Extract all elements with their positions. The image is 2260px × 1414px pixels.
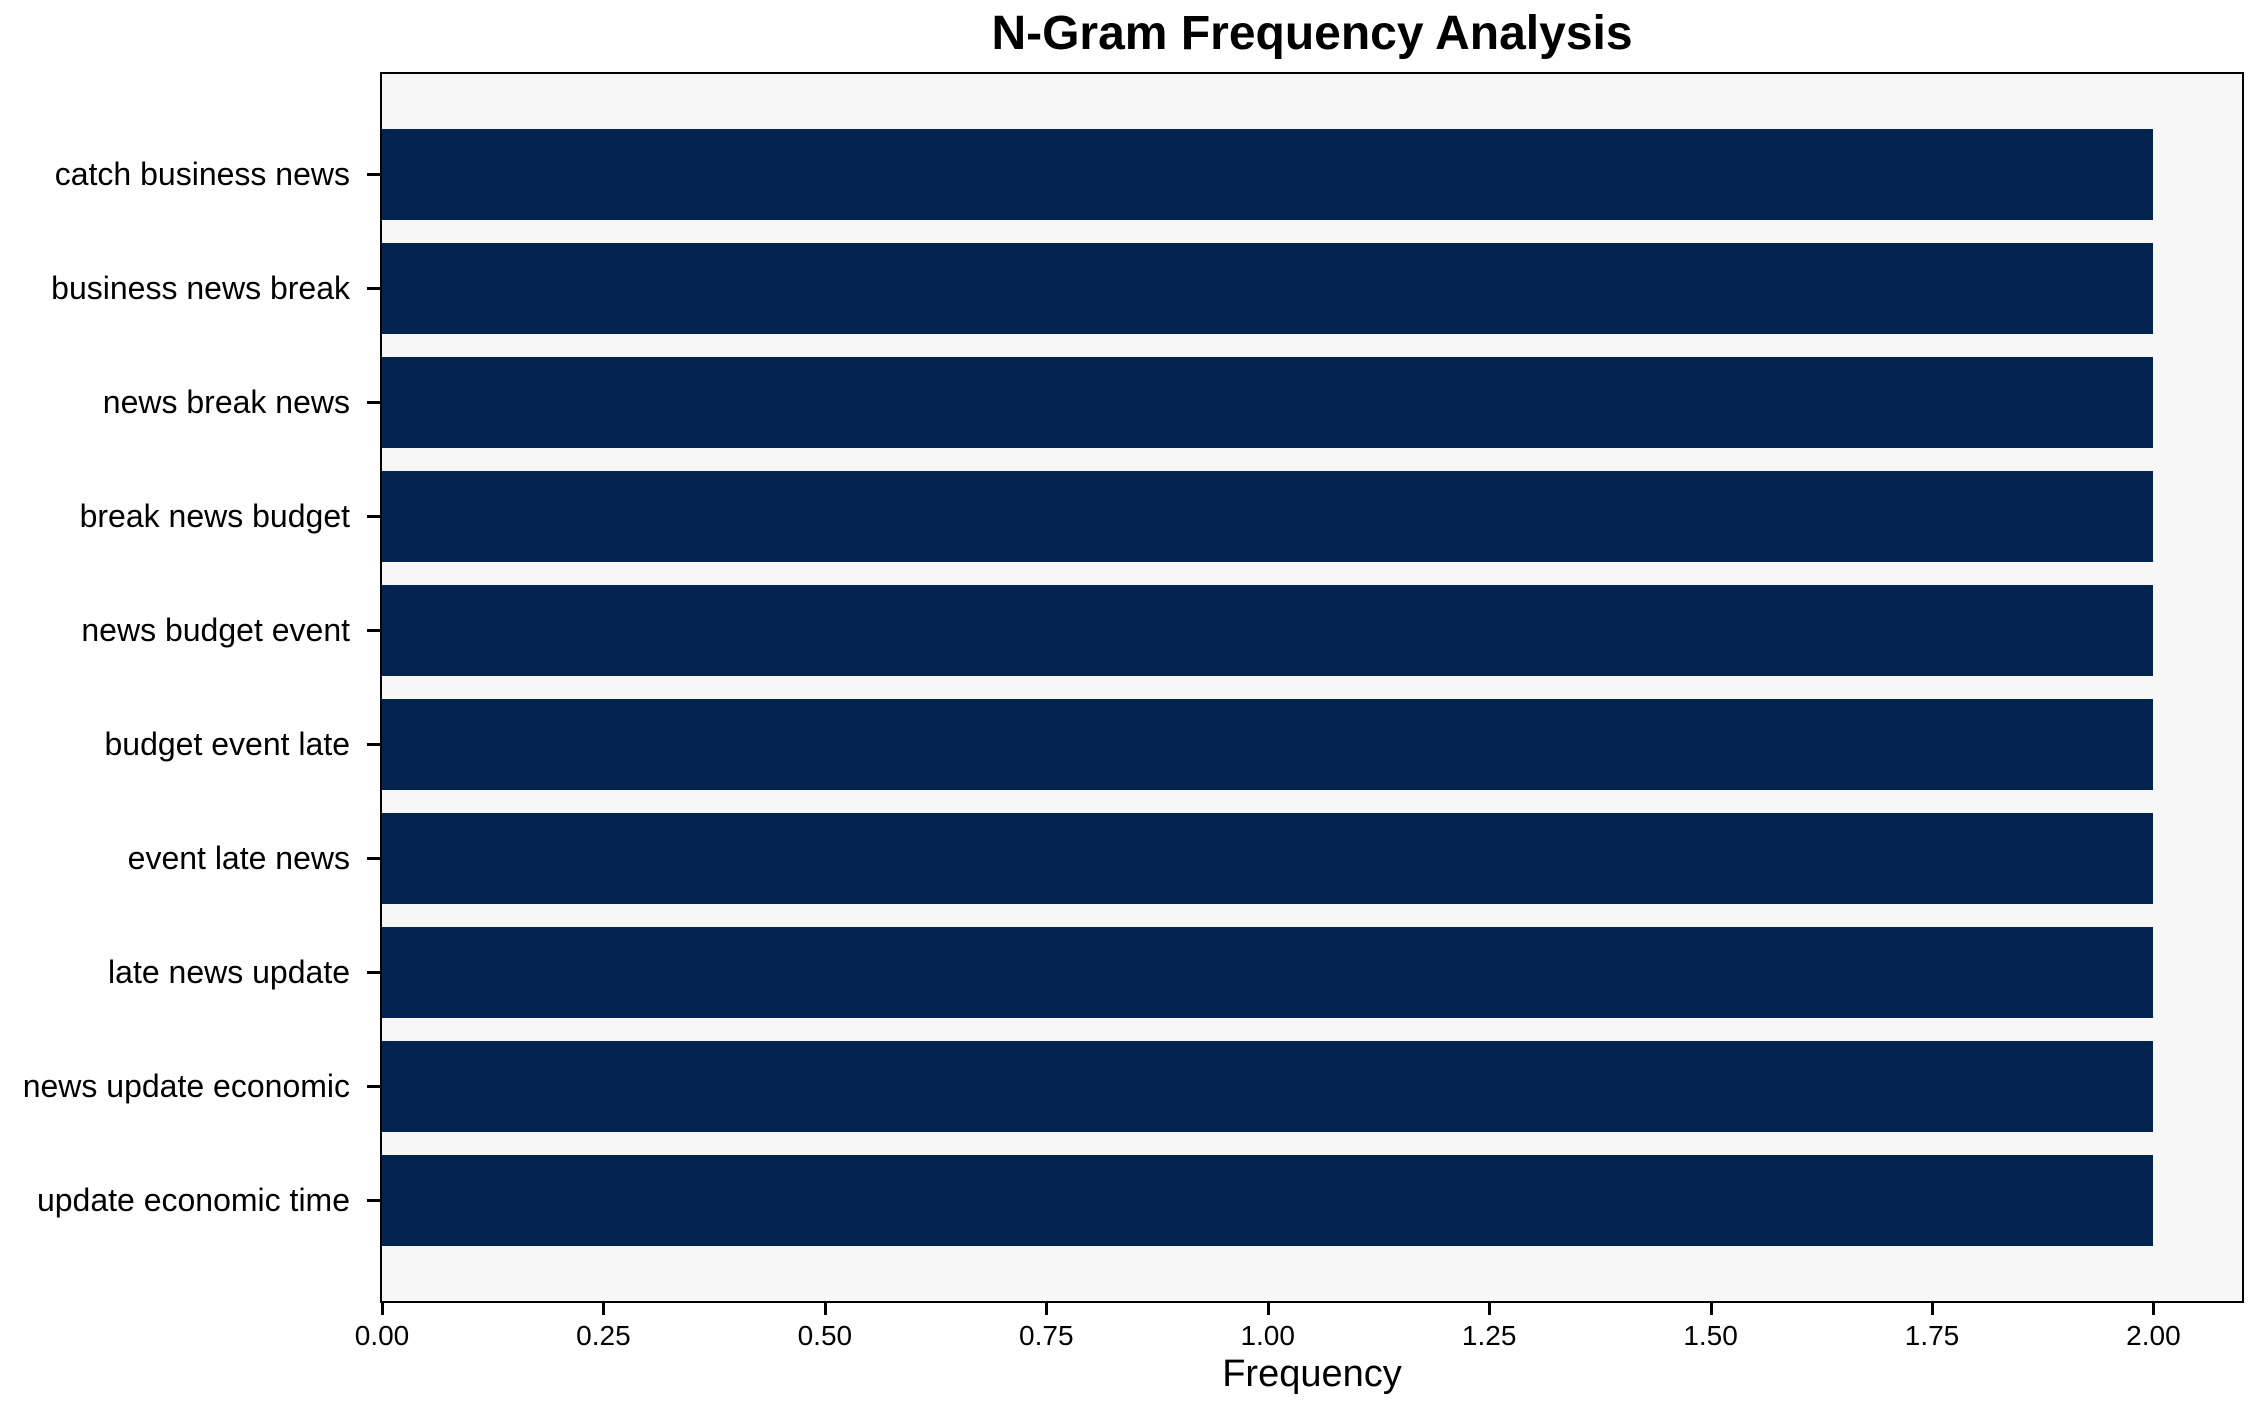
bar-news-budget-event: [382, 585, 2154, 676]
bar-news-update-economic: [382, 1041, 2154, 1132]
y-tick-label: news break news: [102, 384, 350, 420]
x-tick-label: 1.75: [1904, 1320, 1960, 1351]
y-tick-label: event late news: [127, 840, 350, 876]
x-tick-mark: [602, 1303, 606, 1315]
x-tick-label: 1.25: [1461, 1320, 1517, 1351]
y-tick-label: news update economic: [22, 1068, 350, 1104]
y-tick-row: late news update: [0, 927, 380, 1018]
x-tick-label: 0.25: [576, 1320, 631, 1351]
bar-business-news-break: [382, 243, 2154, 334]
x-tick-mark: [1931, 1303, 1934, 1315]
bar-update-economic-time: [382, 1155, 2154, 1246]
y-tick-row: news break news: [0, 357, 380, 448]
y-tick-row: news update economic: [0, 1041, 380, 1132]
x-tick-label: 1.50: [1683, 1320, 1738, 1351]
y-tick-mark: [367, 743, 380, 746]
y-tick-label: break news budget: [79, 498, 350, 534]
y-tick-row: catch business news: [0, 129, 380, 220]
x-tick-mark: [1709, 1303, 1713, 1315]
y-tick-mark: [367, 1085, 380, 1088]
y-tick-label: budget event late: [104, 726, 350, 762]
y-tick-row: break news budget: [0, 471, 380, 562]
y-tick-row: event late news: [0, 813, 380, 904]
y-tick-label: news budget event: [81, 612, 350, 648]
x-tick-label: 0.00: [354, 1320, 410, 1351]
y-tick-row: budget event late: [0, 699, 380, 790]
y-tick-row: update economic time: [0, 1155, 380, 1246]
y-tick-mark: [367, 857, 380, 860]
y-tick-mark: [367, 1199, 380, 1202]
bar-event-late-news: [382, 813, 2154, 904]
x-tick-mark: [381, 1303, 384, 1315]
x-tick-mark: [2152, 1303, 2156, 1315]
y-tick-row: news budget event: [0, 585, 380, 676]
y-axis-tick-labels: catch business news business news break ne…: [0, 72, 380, 1303]
y-tick-mark: [367, 971, 380, 974]
x-tick-label: 0.75: [1019, 1320, 1074, 1351]
y-tick-label: late news update: [108, 954, 350, 990]
y-tick-mark: [367, 401, 380, 404]
bar-catch-business-news: [382, 129, 2154, 220]
bar-budget-event-late: [382, 699, 2154, 790]
bar-news-break-news: [382, 357, 2154, 448]
bar-late-news-update: [382, 927, 2154, 1018]
x-tick-mark: [1488, 1303, 1492, 1315]
y-tick-row: business news break: [0, 243, 380, 334]
bar-break-news-budget: [382, 471, 2154, 562]
x-tick-mark: [1266, 1303, 1270, 1315]
chart-title: N-Gram Frequency Analysis: [991, 7, 1633, 60]
x-tick-label: 0.50: [797, 1320, 853, 1351]
x-tick-label: 2.00: [2126, 1320, 2181, 1351]
x-tick-mark: [823, 1303, 827, 1315]
y-tick-mark: [367, 515, 380, 518]
y-tick-label: update economic time: [36, 1182, 350, 1218]
y-tick-label: catch business news: [54, 156, 350, 192]
y-tick-label: business news break: [51, 270, 350, 306]
y-tick-mark: [367, 287, 380, 290]
y-tick-mark: [367, 629, 380, 632]
bars-container: [382, 74, 2242, 1301]
x-axis-label: Frequency: [1222, 1353, 1402, 1395]
x-tick-mark: [1045, 1303, 1049, 1315]
x-tick-label: 1.00: [1240, 1320, 1295, 1351]
plot-area: [380, 72, 2244, 1303]
y-tick-mark: [367, 173, 380, 176]
